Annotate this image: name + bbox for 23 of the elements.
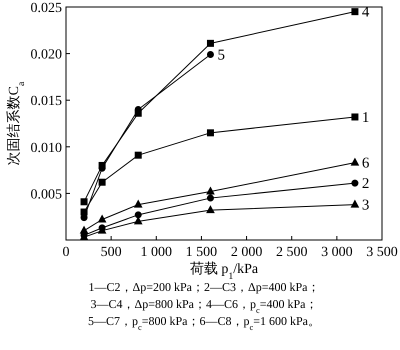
x-tick-label: 3 500 <box>366 245 398 260</box>
text: 5—C7，p$_{c}$=800 kPa；6—C8，p$_{c}$=1 600 kPa。 <box>88 314 320 332</box>
y-tick-label: 0.010 <box>30 140 62 156</box>
y-tick-label: 0.015 <box>30 94 62 110</box>
x-tick-label: 2 500 <box>276 245 308 260</box>
text: 3—C4，Δp=800 kPa；4—C6，p$_{c}$=400 kPa； <box>90 297 318 314</box>
series-label: 6 <box>362 156 370 172</box>
series-label: 4 <box>362 4 370 21</box>
x-tick-label: 0 <box>62 245 70 260</box>
series-label: 3 <box>362 198 370 214</box>
x-tick-label: 3 000 <box>321 245 353 260</box>
y-tick-label: 0.020 <box>30 48 62 63</box>
x-tick-label: 1 500 <box>186 245 218 260</box>
x-tick-label: 1 000 <box>140 245 172 260</box>
series-label: 1 <box>362 110 370 126</box>
x-tick-label: 2 000 <box>230 245 262 260</box>
y-tick-label: 0.005 <box>30 187 62 202</box>
x-axis-title: 荷载 p$_{1}$/kPa <box>190 261 259 282</box>
series-label: 5 <box>217 48 225 64</box>
x-tick-label: 500 <box>100 245 122 260</box>
text: 1—C2，Δp=200 kPa；2—C3，Δp=400 kPa； <box>88 280 320 294</box>
series-label: 2 <box>362 176 370 192</box>
y-tick-label: 0.025 <box>30 1 62 16</box>
